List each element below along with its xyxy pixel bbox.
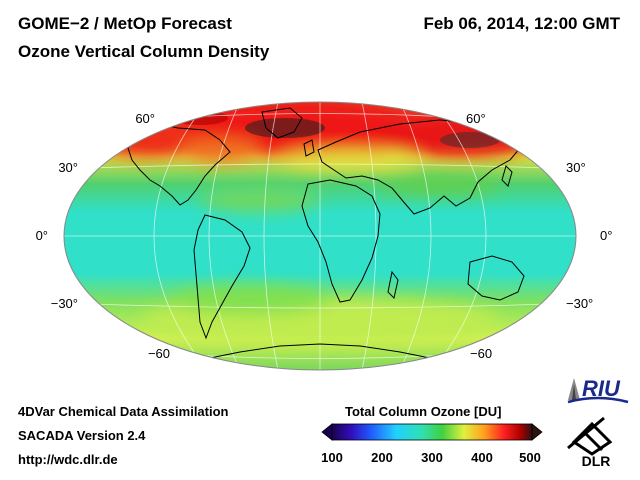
lat-label-right-0: 0° xyxy=(600,228,612,243)
south-america-coast xyxy=(193,214,251,340)
colorbar-tick-400: 400 xyxy=(471,450,493,465)
africa-coast xyxy=(301,179,381,303)
coastlines xyxy=(127,107,525,361)
europe-asia-coast xyxy=(317,119,521,215)
lat-label-left-minus60: −60 xyxy=(148,346,170,361)
riu-logo: RIU xyxy=(567,376,629,404)
colorbar xyxy=(321,423,543,441)
footer-method: 4DVar Chemical Data Assimilation xyxy=(18,404,229,419)
madagascar-coast xyxy=(387,270,399,299)
lat-label-left-0: 0° xyxy=(36,228,48,243)
dlr-logo-text: DLR xyxy=(582,453,611,469)
greenland-coast xyxy=(261,107,303,139)
colorbar-low-arrow xyxy=(321,423,333,441)
graticule xyxy=(64,102,576,370)
lat-label-left-minus30: −30° xyxy=(51,296,78,311)
colorbar-tick-200: 200 xyxy=(371,450,393,465)
title-line-2: Ozone Vertical Column Density xyxy=(18,42,270,61)
antarctica-coast xyxy=(199,343,441,361)
colorbar-title: Total Column Ozone [DU] xyxy=(345,404,502,419)
north-america-coast xyxy=(127,121,231,206)
map-boundary xyxy=(63,101,577,371)
footer-url: http://wdc.dlr.de xyxy=(18,452,118,467)
dlr-logo-emblem-icon xyxy=(567,416,613,456)
forecast-datetime: Feb 06, 2014, 12:00 GMT xyxy=(423,14,620,33)
colorbar-tick-300: 300 xyxy=(421,450,443,465)
footer-version: SACADA Version 2.4 xyxy=(18,428,146,443)
ozone-world-map: 60° 30° 0° −30° −60 60° 30° 0° −30° −60 xyxy=(36,101,612,371)
title-line-1: GOME−2 / MetOp Forecast xyxy=(18,14,232,33)
colorbar-tick-100: 100 xyxy=(321,450,343,465)
lat-label-right-60: 60° xyxy=(466,111,486,126)
lat-label-left-60: 60° xyxy=(135,111,155,126)
lat-label-right-30: 30° xyxy=(566,160,586,175)
uk-coast xyxy=(303,139,315,157)
dlr-logo: DLR xyxy=(567,416,613,469)
riu-logo-text: RIU xyxy=(582,376,621,401)
australia-coast xyxy=(467,255,525,301)
japan-coast xyxy=(501,165,513,187)
colorbar-gradient xyxy=(331,423,533,441)
colorbar-tick-500: 500 xyxy=(519,450,541,465)
lat-label-right-minus60: −60 xyxy=(470,346,492,361)
lat-label-right-minus30: −30° xyxy=(566,296,593,311)
lat-label-left-30: 30° xyxy=(58,160,78,175)
colorbar-high-arrow xyxy=(531,423,543,441)
